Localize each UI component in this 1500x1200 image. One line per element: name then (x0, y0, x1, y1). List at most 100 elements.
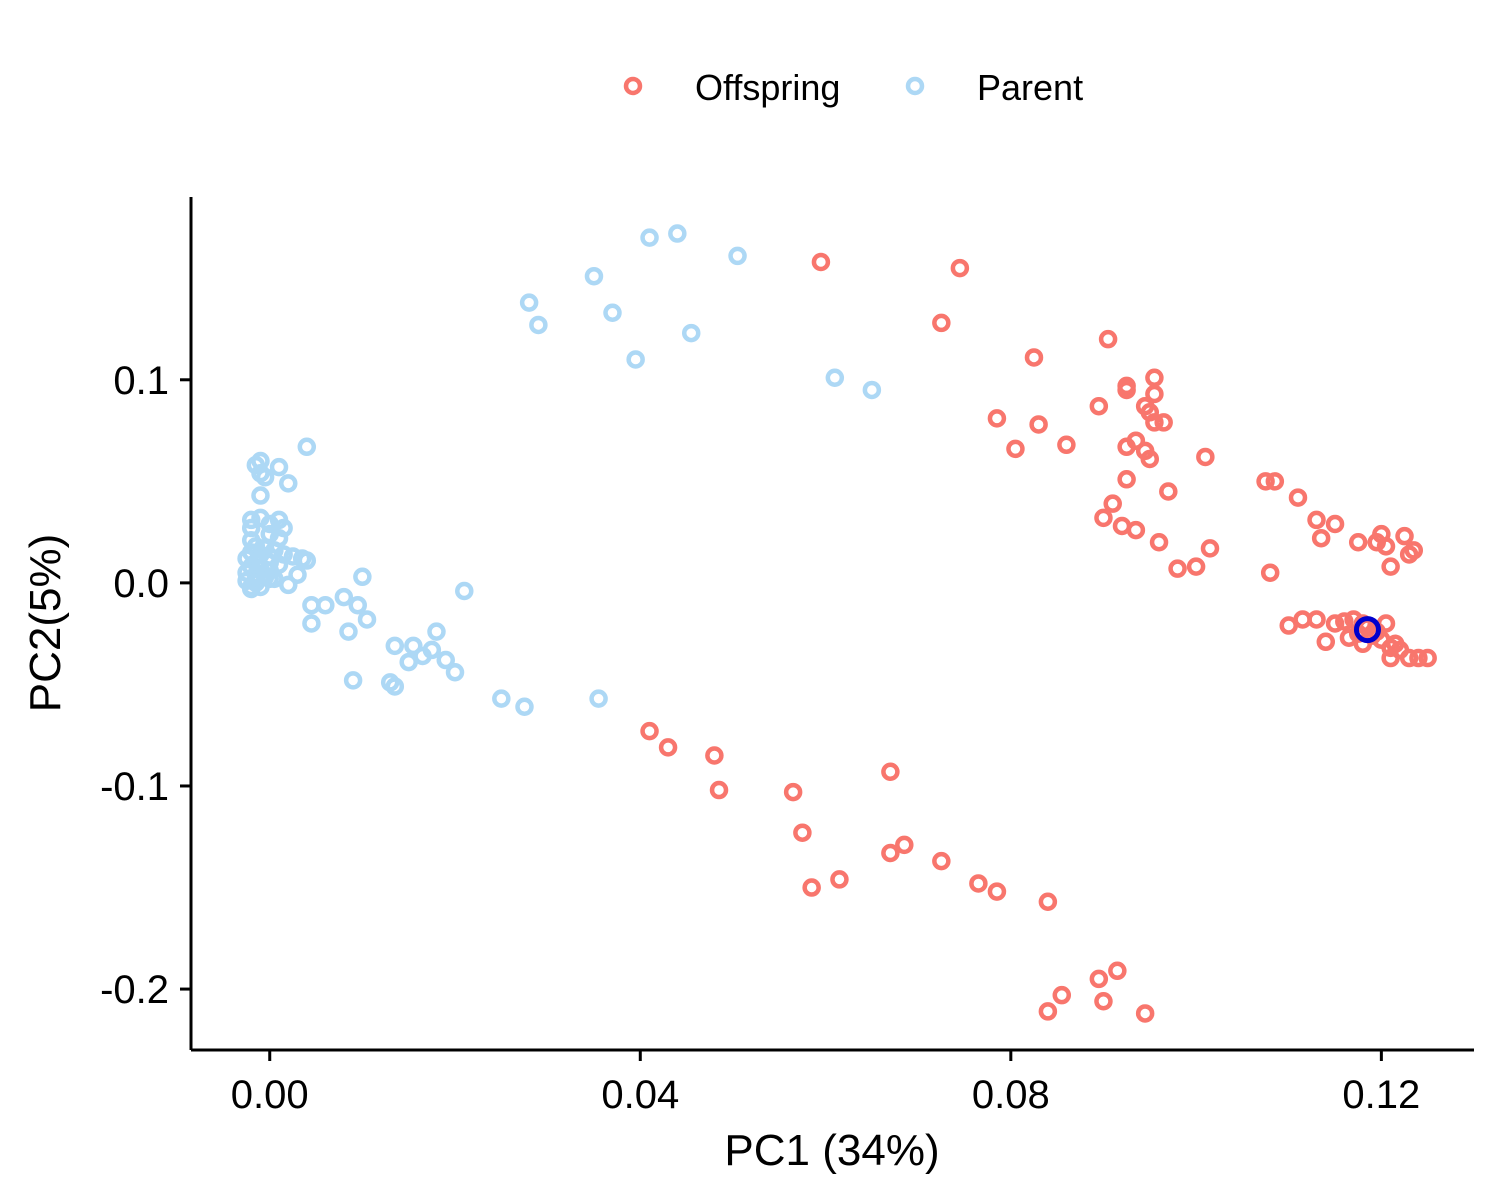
parent-point (302, 614, 321, 633)
parent-point (515, 697, 534, 717)
parent-point (492, 689, 511, 708)
parent-point (348, 595, 367, 615)
parent-point (269, 457, 289, 477)
offspring-point (1159, 482, 1178, 501)
offspring-point (1200, 539, 1220, 558)
x-axis-title: PC1 (34%) (724, 1126, 939, 1175)
parent-point (589, 689, 608, 708)
offspring-point (1376, 614, 1396, 633)
parent-point (455, 581, 474, 601)
offspring-point (1395, 526, 1414, 546)
offspring-point (1140, 449, 1160, 469)
offspring-point (1145, 368, 1164, 388)
offspring-point (1149, 533, 1169, 552)
legend-label-offspring: Offspring (695, 67, 840, 108)
parent-point (445, 662, 465, 682)
parent-point (825, 368, 845, 388)
offspring-point (1168, 559, 1187, 578)
parent-point (399, 652, 418, 672)
offspring-point (1196, 447, 1215, 467)
offspring-point (932, 313, 951, 333)
legend-label-parent: Parent (977, 67, 1083, 108)
parent-point (251, 486, 270, 505)
parent-point (584, 266, 604, 286)
legend: Offspring Parent (623, 67, 1083, 108)
offspring-point (1376, 537, 1396, 556)
parent-point (626, 350, 645, 369)
offspring-point (1057, 435, 1076, 455)
y-tick-label: -0.1 (100, 765, 169, 809)
offspring-point (950, 258, 970, 278)
parent-point (343, 671, 363, 690)
offspring-point (881, 762, 900, 782)
offspring-point (1094, 508, 1113, 528)
parent-point (339, 622, 358, 641)
offspring-point (658, 738, 678, 757)
offspring-point (811, 252, 831, 272)
offspring-point (1135, 1004, 1155, 1023)
offspring-point (1325, 614, 1345, 633)
parent-point (241, 510, 261, 530)
parent-point (251, 577, 270, 597)
offspring-point (1117, 470, 1136, 489)
parent-point (297, 551, 317, 570)
highlighted-point (1353, 616, 1381, 644)
y-tick-label: -0.2 (100, 968, 169, 1012)
parent-point (288, 565, 307, 585)
offspring-point (987, 409, 1007, 428)
offspring-point (1126, 520, 1146, 540)
offspring-point (1024, 348, 1044, 367)
x-tick-label: 0.00 (231, 1073, 309, 1117)
offspring-point (881, 843, 900, 863)
offspring-point (1089, 969, 1109, 989)
offspring-point (1038, 892, 1058, 911)
legend-key-offspring (623, 76, 643, 96)
parent-point (279, 575, 298, 595)
offspring-point (705, 746, 724, 765)
offspring-point (640, 721, 659, 741)
offspring-point (1052, 985, 1072, 1005)
offspring-point (1029, 415, 1048, 434)
offspring-point (1265, 472, 1285, 491)
parent-point (357, 610, 377, 629)
offspring-point (802, 878, 821, 897)
legend-key-parent (905, 76, 925, 96)
y-tick-label: 0.1 (113, 359, 169, 403)
offspring-point (1186, 557, 1206, 576)
parent-point (334, 587, 354, 607)
parent-point (529, 315, 548, 335)
parent-point (353, 567, 372, 587)
offspring-point (1145, 413, 1164, 432)
offspring-point (1145, 384, 1164, 404)
offspring-point (1089, 396, 1109, 416)
parent-point (728, 246, 747, 266)
offspring-point (932, 851, 951, 871)
offspring-point (1316, 632, 1336, 652)
parent-point (404, 636, 423, 656)
offspring-point (830, 870, 849, 889)
offspring-point (1038, 1002, 1058, 1021)
parent-point (385, 636, 405, 656)
offspring-point (1256, 472, 1275, 491)
offspring-point (1307, 610, 1326, 629)
offspring-point (1098, 329, 1118, 349)
offspring-point (1108, 961, 1127, 981)
parent-point (668, 224, 687, 243)
offspring-point (1399, 648, 1419, 668)
offspring-point (895, 835, 914, 855)
offspring-point (987, 882, 1007, 901)
offspring-point (1094, 992, 1113, 1011)
parent-point (436, 650, 455, 670)
offspring-point (1381, 557, 1400, 576)
parent-point (519, 293, 539, 312)
parent-point (427, 622, 446, 641)
offspring-point (1154, 413, 1173, 432)
offspring-point (1409, 648, 1428, 668)
offspring-point (709, 780, 729, 800)
offspring-point (1418, 648, 1437, 668)
offspring-point (1117, 380, 1136, 400)
offspring-point (1006, 439, 1025, 459)
parent-point (862, 380, 882, 400)
offspring-point (793, 823, 812, 842)
